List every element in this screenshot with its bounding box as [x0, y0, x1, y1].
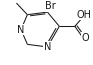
Text: Br: Br — [45, 1, 56, 11]
Text: O: O — [82, 33, 89, 43]
Text: N: N — [44, 42, 51, 52]
Text: N: N — [17, 25, 25, 35]
Text: OH: OH — [76, 10, 91, 20]
